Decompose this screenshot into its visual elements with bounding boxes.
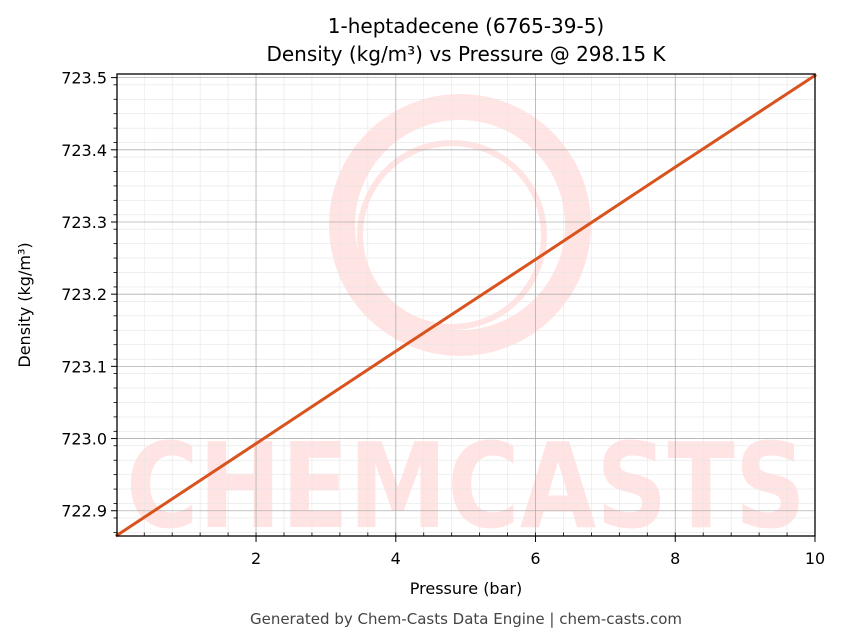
major-grid (117, 74, 816, 536)
y-tick-label: 722.9 (61, 502, 107, 521)
x-axis-label: Pressure (bar) (410, 579, 522, 598)
y-tick-label: 723.1 (61, 357, 107, 376)
x-axis: 2 4 6 8 10 (143, 532, 825, 568)
x-tick-label: 10 (805, 549, 825, 568)
chart-subtitle: Density (kg/m³) vs Pressure @ 298.15 K (266, 42, 666, 66)
watermark-logo-inner (357, 140, 547, 330)
watermark: CHEMCASTS (126, 94, 806, 555)
plot-frame (116, 73, 816, 537)
y-axis-label: Density (kg/m³) (15, 242, 34, 367)
minor-grid (117, 74, 815, 536)
y-tick-label: 723.5 (61, 69, 107, 88)
footer-credit: Generated by Chem-Casts Data Engine | ch… (250, 610, 682, 628)
y-tick-label: 723.0 (61, 430, 107, 449)
x-tick-label: 4 (391, 549, 401, 568)
series-layer (114, 73, 818, 538)
x-tick-label: 6 (530, 549, 540, 568)
x-tick-label: 8 (670, 549, 680, 568)
series-line (114, 73, 818, 538)
watermark-logo-ring (329, 94, 591, 356)
y-tick-label: 723.3 (61, 213, 107, 232)
y-axis: 722.9 723.0 723.1 723.2 723.3 723.4 723.5 (61, 69, 117, 533)
plot-area: 2 4 6 8 10 722.9 723.0 723.1 723.2 723.3 723.4 723… (61, 69, 825, 568)
y-tick-label: 723.4 (61, 141, 107, 160)
chart-title: 1-heptadecene (6765-39-5) (328, 14, 604, 38)
watermark-text: CHEMCASTS (126, 417, 806, 555)
y-tick-label: 723.2 (61, 285, 107, 304)
x-tick-label: 2 (251, 549, 261, 568)
